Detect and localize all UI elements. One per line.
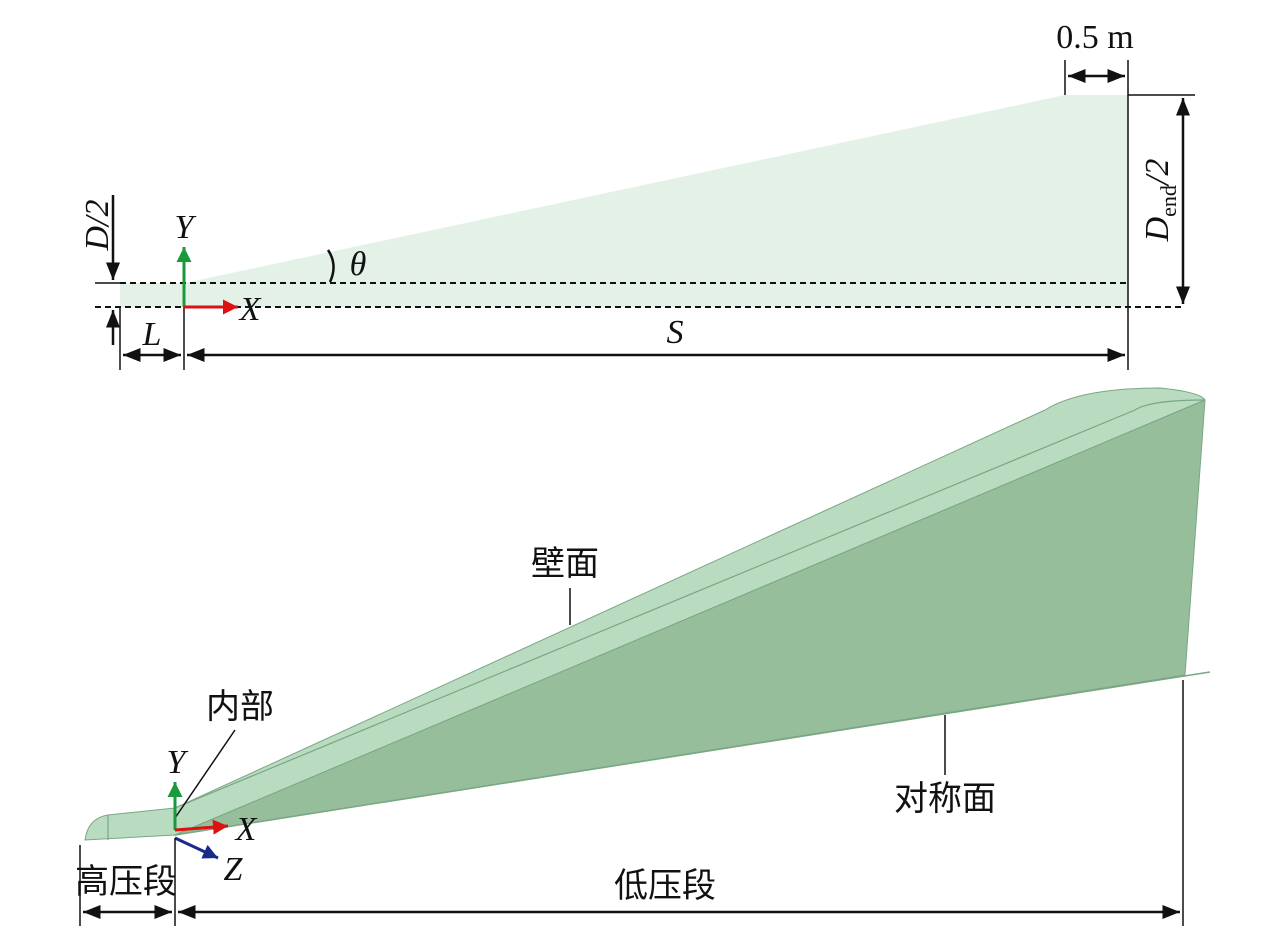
axis-label: Y bbox=[167, 744, 189, 781]
dim-label: D/2 bbox=[79, 200, 116, 252]
top-sketch: 0.5 m Dend/2 D/2 L S θ Y X bbox=[79, 19, 1195, 370]
leader-line bbox=[174, 729, 236, 819]
subscript: end bbox=[1156, 185, 1181, 217]
wall-surface bbox=[84, 387, 1206, 841]
dim-label: L bbox=[142, 316, 162, 353]
axis-label: X bbox=[238, 291, 262, 328]
suffix: /2 bbox=[1139, 159, 1176, 187]
z-axis bbox=[174, 836, 219, 860]
edge bbox=[107, 399, 1206, 840]
dim-label: Dend/2 bbox=[1139, 159, 1181, 243]
axis-label: Z bbox=[224, 851, 244, 888]
section-label: 高压段 bbox=[75, 863, 177, 901]
edge bbox=[174, 671, 1211, 836]
label: 壁面 bbox=[531, 545, 599, 583]
domain-region bbox=[120, 95, 1128, 307]
axis-label: X bbox=[234, 811, 258, 848]
angle-label: θ bbox=[350, 246, 367, 283]
bottom-view: 壁面 内部 对称面 Y X Z 高压段 低压段 bbox=[75, 387, 1211, 926]
dim-label: 0.5 m bbox=[1056, 19, 1133, 56]
dim-label: S bbox=[667, 314, 684, 351]
symmetry-face bbox=[174, 399, 1206, 836]
symbol: D bbox=[1139, 216, 1176, 242]
angle-arc bbox=[326, 249, 335, 283]
x-axis bbox=[174, 819, 229, 835]
label: 对称面 bbox=[894, 780, 996, 818]
label: 内部 bbox=[206, 688, 274, 726]
axis-label: Y bbox=[175, 209, 197, 246]
section-label: 低压段 bbox=[614, 867, 716, 905]
